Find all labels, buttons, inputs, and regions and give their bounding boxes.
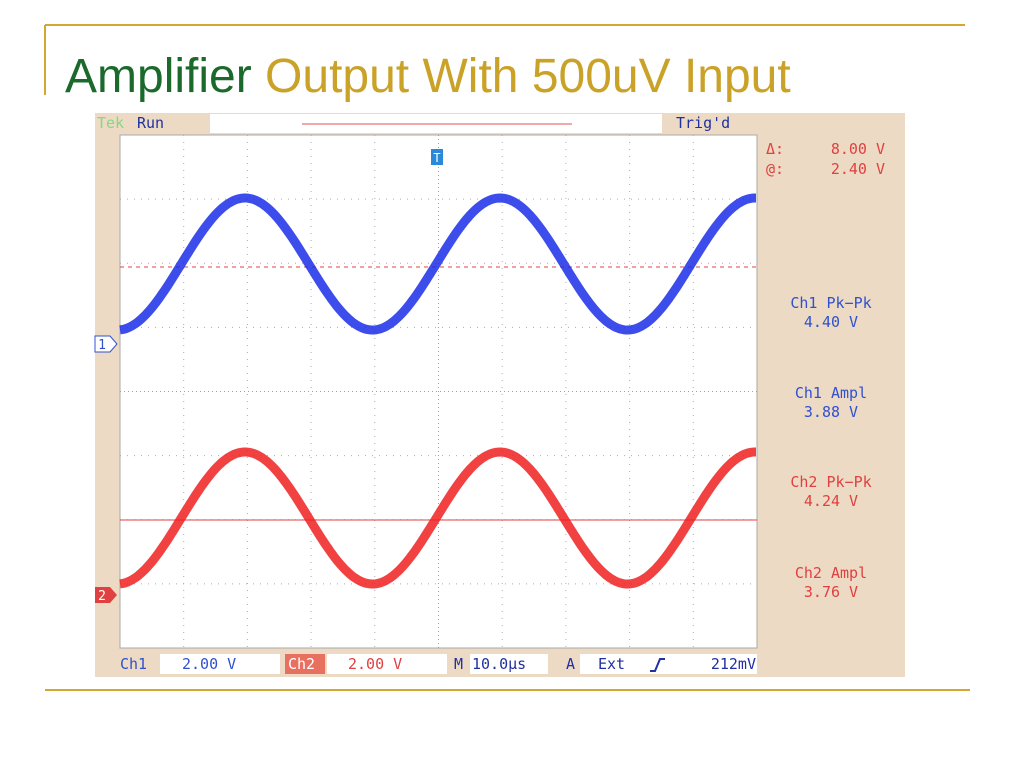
waveforms: [119, 193, 756, 589]
field-box: [160, 654, 280, 674]
measurement-value: 3.88 V: [804, 403, 858, 421]
oscilloscope: Tek Run Trig'd T Δ: 8.00 V @: 2.40 V Ch1…: [94, 113, 905, 677]
slope-icon: [650, 658, 665, 672]
measurement-value: 3.76 V: [804, 583, 858, 601]
top-bar: Tek Run Trig'd T: [97, 114, 730, 165]
trigger-marker-box: [431, 149, 443, 165]
channel-markers: 1 2: [94, 335, 118, 604]
status: Run: [137, 114, 164, 132]
measurement-label: Ch1 Ampl: [795, 384, 867, 402]
ch2-label-box: [285, 654, 325, 674]
timebase-label: M: [454, 655, 463, 673]
ch2-waveform: [119, 447, 756, 589]
trigger-state: Trig'd: [676, 114, 730, 132]
cursor-value: 8.00 V: [831, 140, 885, 158]
cursor-label: Δ:: [766, 140, 784, 158]
ch2-scale: 2.00 V: [348, 655, 402, 673]
cursor-value: 2.40 V: [831, 160, 885, 178]
field-box: [327, 654, 447, 674]
ch1-label: Ch1: [120, 655, 147, 673]
ch2-label: Ch2: [288, 655, 315, 673]
field-box: [580, 654, 757, 674]
trigger-level: 212mV: [711, 655, 756, 673]
ch2-marker-box: [95, 587, 117, 603]
brand: Tek: [97, 114, 124, 132]
trigger-label: A: [566, 655, 575, 673]
title-part: Amplifier: [65, 50, 252, 103]
title-part: Output With 500uV Input: [265, 50, 791, 103]
measurement-label: Ch2 Pk−Pk: [790, 473, 871, 491]
timebase: 10.0µs: [472, 655, 526, 673]
grid: [120, 135, 757, 648]
field-box: [470, 654, 548, 674]
ch1-marker: 1: [98, 338, 106, 353]
ch1-marker-box: [94, 335, 118, 353]
measurement-label: Ch1 Pk−Pk: [790, 294, 871, 312]
measurement-label: Ch2 Ampl: [795, 564, 867, 582]
bottom-bar: Ch1 2.00 V Ch2 2.00 V M 10.0µs A Ext 212…: [120, 654, 757, 674]
measurement-value: 4.24 V: [804, 492, 858, 510]
cursor-readout: Δ: 8.00 V @: 2.40 V: [766, 140, 885, 178]
ch2-marker: 2: [98, 589, 106, 604]
ch1-scale: 2.00 V: [182, 655, 236, 673]
trigger-source: Ext: [598, 655, 625, 673]
cursor-label: @:: [766, 160, 784, 178]
ch1-waveform: [119, 193, 756, 335]
title: Amplifier Output With 500uV Input: [65, 50, 791, 103]
trigger-marker: T: [433, 151, 440, 165]
measurement-value: 4.40 V: [804, 313, 858, 331]
